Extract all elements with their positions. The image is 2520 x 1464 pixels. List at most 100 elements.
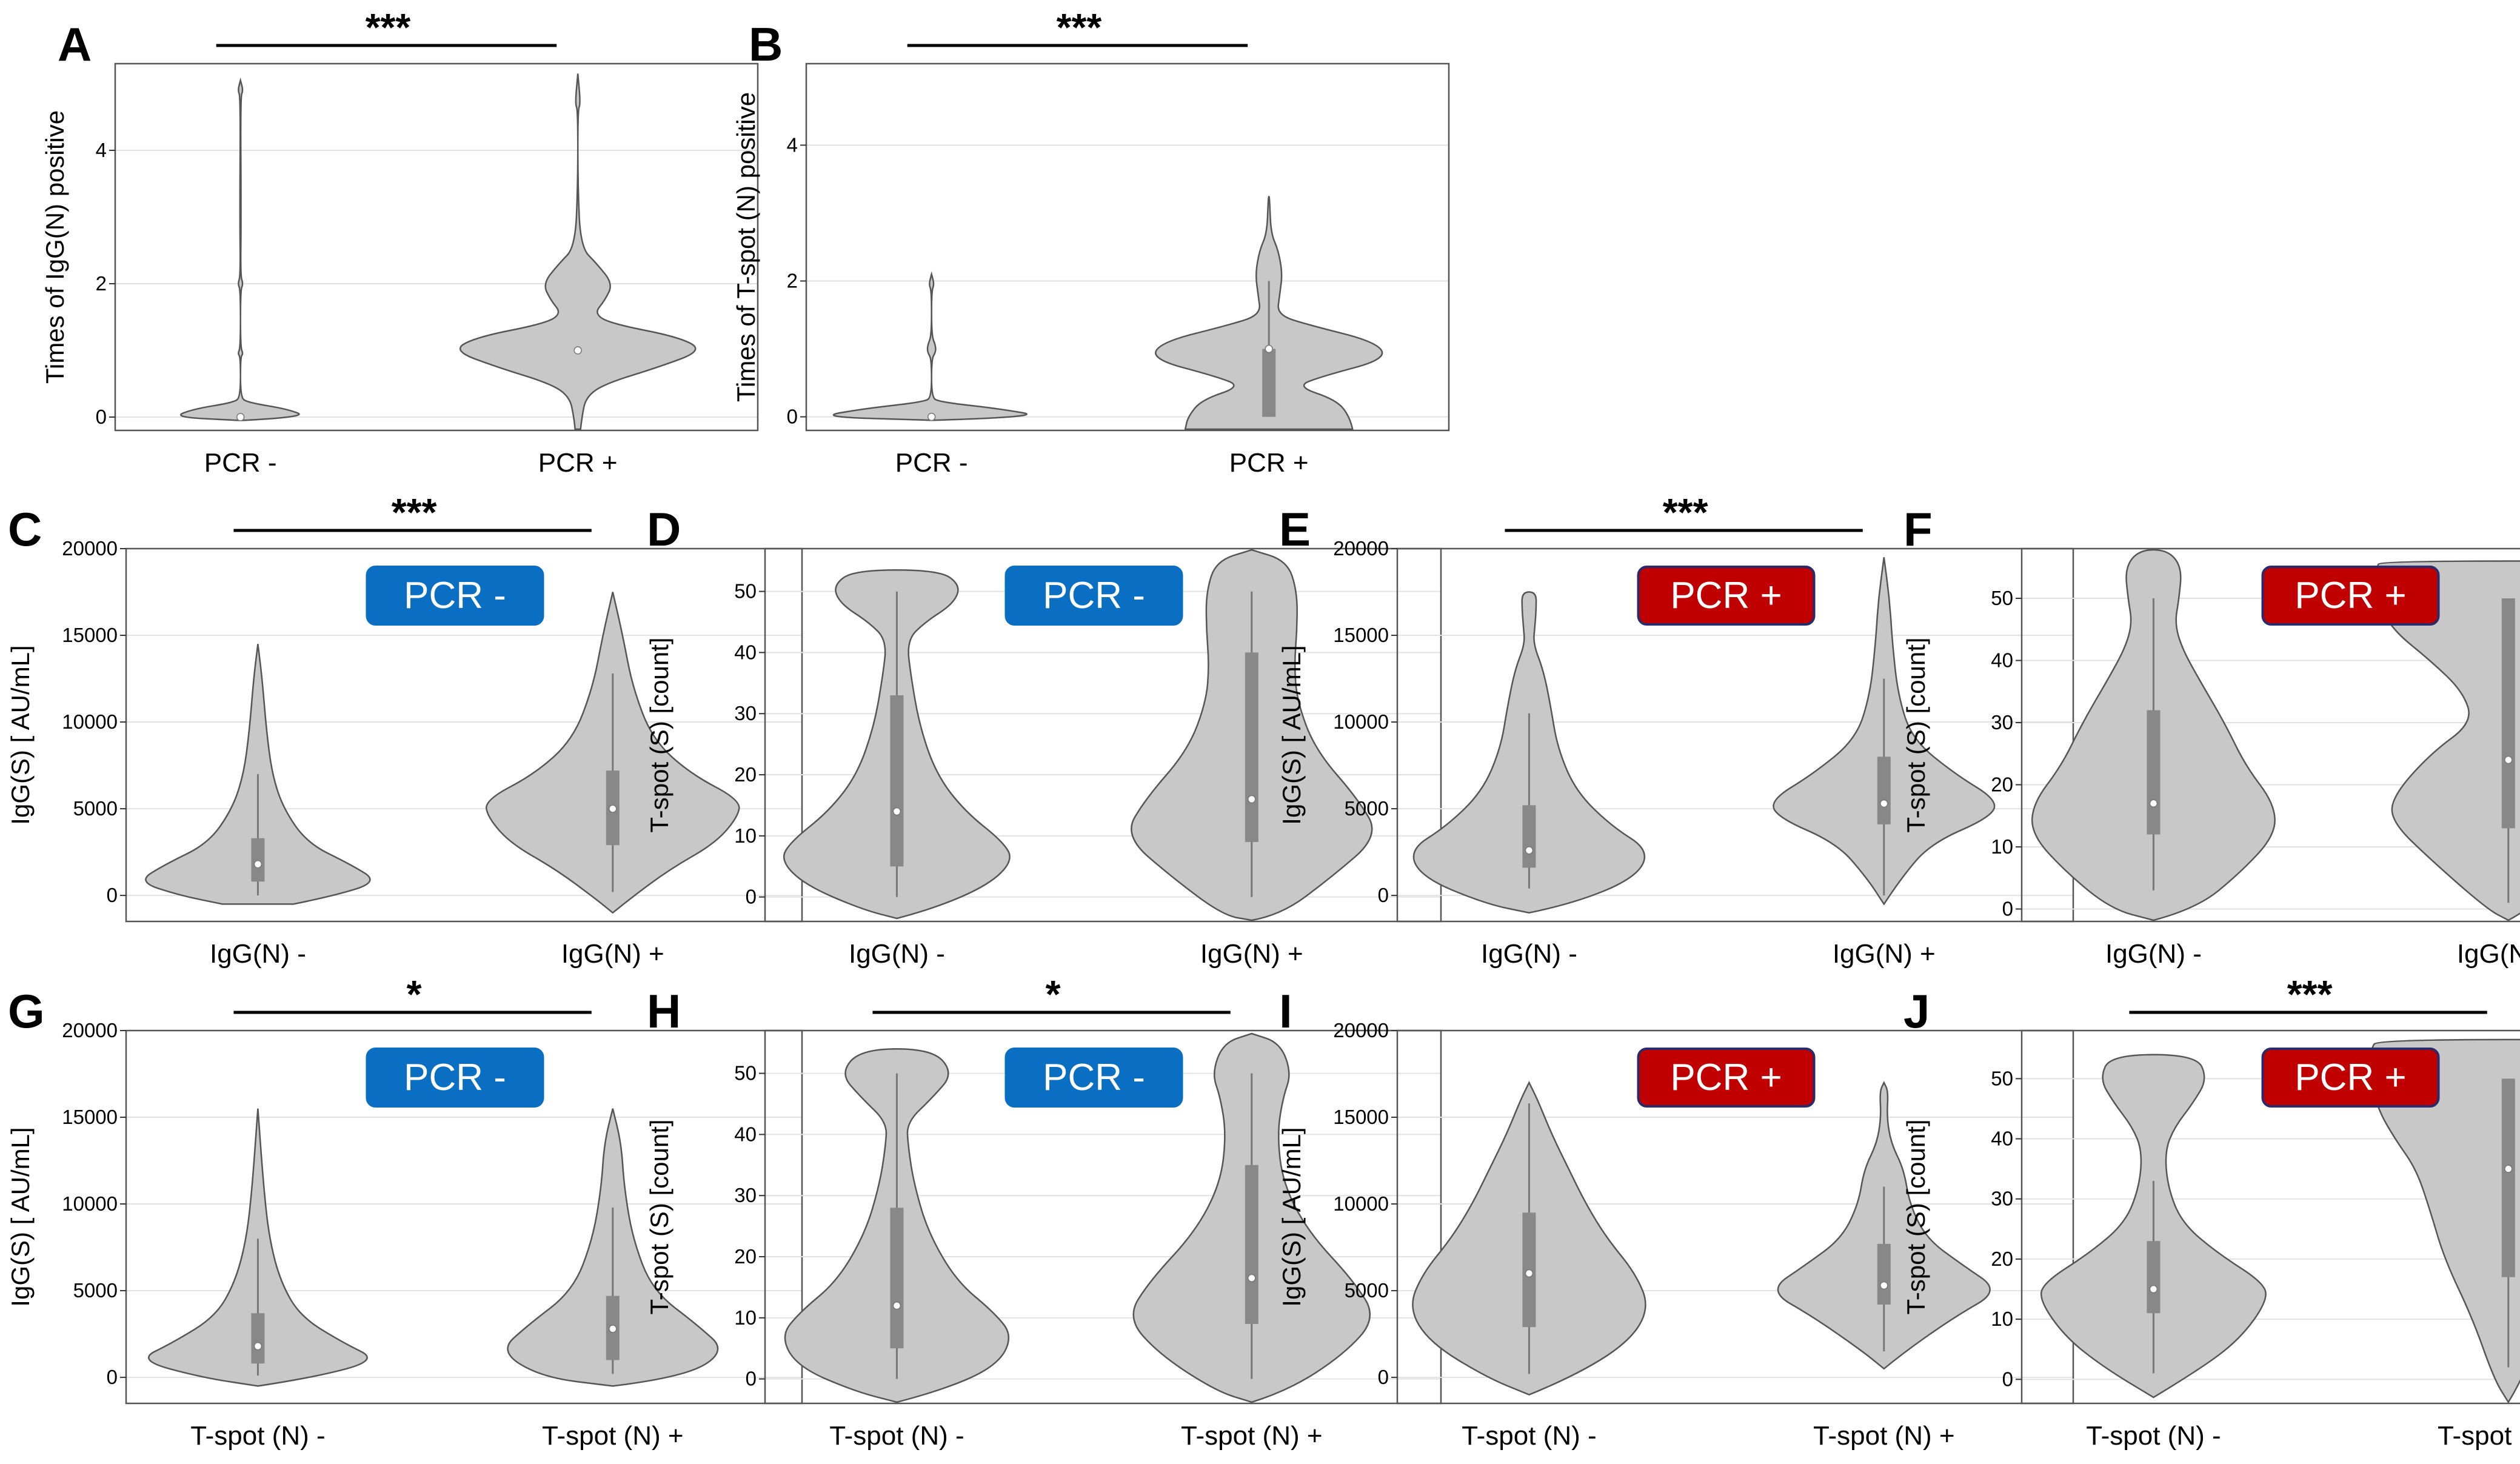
y-tick-label: 20000 xyxy=(1333,1019,1389,1041)
median-dot xyxy=(2504,1165,2513,1173)
median-dot xyxy=(1248,795,1256,804)
box-iqr xyxy=(1877,757,1891,824)
y-axis-title: T-spot (S) [count] xyxy=(645,1119,673,1314)
y-tick-label: 20 xyxy=(1991,1248,2013,1270)
median-dot xyxy=(1525,846,1534,855)
y-axis-title: T-spot (S) [count] xyxy=(1902,1119,1930,1314)
y-axis-title: IgG(S) [ AU/mL] xyxy=(1277,1127,1306,1306)
box-iqr xyxy=(890,1208,904,1349)
plot-frame xyxy=(1396,547,2074,923)
x-category-label: T-spot (N) - xyxy=(829,1421,964,1451)
y-axis-title: IgG(S) [ AU/mL] xyxy=(1277,645,1306,824)
y-tick-label: 30 xyxy=(1991,1188,2013,1210)
y-tick-label: 40 xyxy=(734,641,757,663)
y-tick-label: 30 xyxy=(1991,711,2013,734)
y-tick-label: 4 xyxy=(96,139,107,161)
y-tick-label: 0 xyxy=(107,884,118,906)
y-tick-label: 5000 xyxy=(1345,797,1389,820)
box-iqr xyxy=(890,695,904,867)
median-dot xyxy=(573,346,582,355)
y-tick-label: 20000 xyxy=(62,1019,118,1041)
plot-frame xyxy=(125,547,803,923)
panel-d: 0 10 20 30 40 50 IgG(N) - IgG(N) + T-spot (S) [c… xyxy=(645,503,1442,969)
y-axis-title: T-spot (S) [count] xyxy=(645,637,673,832)
y-tick-label: 2 xyxy=(96,272,107,295)
y-tick-label: 0 xyxy=(787,406,798,428)
violin-a-2 xyxy=(459,73,697,430)
median-dot xyxy=(1880,1281,1888,1290)
median-dot xyxy=(2149,799,2158,807)
plot-frame xyxy=(2020,1029,2520,1405)
x-category-label: IgG(N) - xyxy=(1481,939,1577,969)
y-tick-label: 50 xyxy=(734,580,757,603)
y-tick-label: 10000 xyxy=(62,1192,118,1215)
panel-j: 0 10 20 30 40 50 T-spot (N) - T-spot (N) + T-spo… xyxy=(1902,972,2520,1451)
panel-letter: A xyxy=(58,18,92,71)
panel-letter: E xyxy=(1279,503,1311,556)
pcr-badge-label: PCR - xyxy=(404,1057,506,1098)
y-tick-label: 10000 xyxy=(1333,710,1389,733)
pcr-badge xyxy=(1004,1048,1183,1108)
pcr-badge-label: PCR - xyxy=(1043,575,1145,617)
plot-frame xyxy=(114,62,759,432)
violin-c-1 xyxy=(145,644,371,905)
y-tick-label: 20000 xyxy=(1333,537,1389,560)
box-iqr xyxy=(2501,1078,2515,1277)
significance-stars: * xyxy=(407,972,422,1016)
x-category-label: IgG(N) - xyxy=(849,939,945,969)
panel-letter: H xyxy=(647,984,681,1038)
y-tick-label: 10 xyxy=(1991,1308,2013,1330)
significance-stars: *** xyxy=(1663,490,1708,534)
y-tick-label: 0 xyxy=(2002,1368,2013,1390)
panel-c: 0 5000 10000 15000 20000 IgG(N) - IgG(N) + IgG(… xyxy=(6,490,803,969)
y-tick-label: 15000 xyxy=(1333,1106,1389,1128)
box-iqr xyxy=(251,1313,265,1364)
x-category-label: T-spot (N) + xyxy=(2438,1421,2520,1451)
x-category-label: IgG(N) + xyxy=(1833,939,1936,969)
violin-a-1 xyxy=(179,77,300,421)
y-tick-label: 4 xyxy=(787,133,798,156)
y-tick-label: 10000 xyxy=(1333,1192,1389,1215)
box-iqr xyxy=(1522,805,1536,868)
y-tick-label: 15000 xyxy=(62,1106,118,1128)
x-category-label: PCR - xyxy=(895,448,968,478)
x-category-label: T-spot (N) + xyxy=(1813,1421,1955,1451)
y-tick-label: 50 xyxy=(734,1062,757,1085)
pcr-badge xyxy=(1637,566,1816,626)
y-tick-label: 20 xyxy=(734,763,757,786)
median-dot xyxy=(253,1342,262,1351)
median-dot xyxy=(927,412,936,421)
y-tick-label: 40 xyxy=(1991,649,2013,672)
y-tick-label: 0 xyxy=(1378,884,1389,906)
pcr-badge-label: PCR - xyxy=(1043,1057,1145,1098)
panel-letter: D xyxy=(647,503,681,556)
plot-frame xyxy=(805,62,1450,432)
significance-stars: *** xyxy=(366,5,411,49)
y-tick-label: 20000 xyxy=(62,537,118,560)
median-dot xyxy=(2149,1285,2158,1294)
median-dot xyxy=(609,1325,617,1333)
panel-g: 0 5000 10000 15000 20000 T-spot (N) - T-spot (… xyxy=(6,972,803,1451)
significance-stars: * xyxy=(1046,972,1061,1016)
panel-b: 0 2 4 PCR - PCR + Times of T-spot (N) positiv… xyxy=(732,5,1450,478)
significance-stars: *** xyxy=(1057,5,1102,49)
pcr-badge xyxy=(1004,566,1183,626)
violin-b-1 xyxy=(832,271,1028,421)
box-iqr xyxy=(1262,349,1276,417)
y-tick-label: 30 xyxy=(734,702,757,724)
box-iqr xyxy=(251,838,265,882)
x-category-label: PCR + xyxy=(1229,448,1309,478)
y-tick-label: 10 xyxy=(734,824,757,847)
y-tick-label: 10 xyxy=(1991,835,2013,858)
y-tick-label: 15000 xyxy=(62,624,118,646)
y-axis-title: Times of T-spot (N) positive xyxy=(732,92,760,402)
y-tick-label: 50 xyxy=(1991,1067,2013,1089)
pcr-badge xyxy=(366,1048,544,1108)
median-dot xyxy=(253,860,262,869)
panel-h: 0 10 20 30 40 50 T-spot (N) - T-spot (N) + T-spo… xyxy=(645,972,1442,1451)
pcr-badge-label: PCR + xyxy=(2294,1057,2406,1098)
pcr-badge xyxy=(2261,566,2440,626)
median-dot xyxy=(892,807,901,816)
pcr-badge xyxy=(2261,1048,2440,1108)
median-dot xyxy=(1525,1269,1534,1278)
